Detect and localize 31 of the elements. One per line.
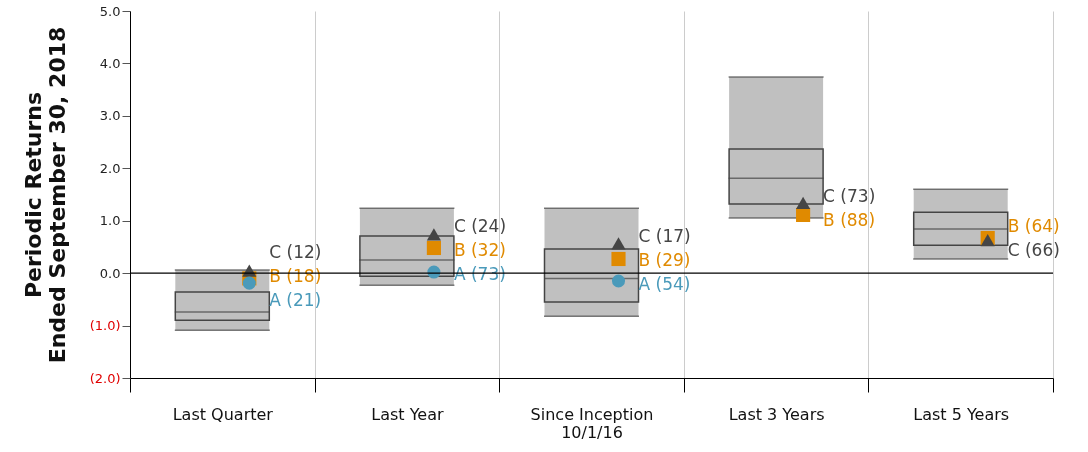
- x-tick-label: Last 5 Years: [913, 404, 1010, 424]
- annotation: B (88): [823, 209, 876, 230]
- point: [796, 207, 811, 223]
- y-tick-label: 5.0: [99, 3, 121, 19]
- y-tick-label: 0.0: [99, 265, 121, 281]
- annotation: B (32): [453, 240, 506, 261]
- point: [796, 196, 811, 210]
- y-axis-title: Periodic Returns Ended September 30, 2018: [20, 26, 70, 364]
- y-tick-label: (2.0): [89, 370, 121, 386]
- y-tick-label: 1.0: [99, 213, 121, 229]
- point: [426, 240, 441, 256]
- x-tick-label: Last 3 Years: [728, 404, 825, 424]
- annotation: B (64): [1007, 216, 1060, 237]
- annotation: C (66): [1007, 240, 1060, 261]
- point: [611, 274, 626, 288]
- x-tick-label: Last Quarter: [172, 404, 274, 424]
- point: [611, 251, 626, 267]
- x-tick-label: Since Inception 10/1/16: [530, 404, 654, 442]
- y-tick-label: (1.0): [89, 318, 121, 334]
- point: [242, 276, 256, 290]
- x-tick-label: Last Year: [371, 404, 444, 424]
- point: [426, 228, 441, 241]
- annotation: B (29): [638, 250, 691, 271]
- point: [611, 237, 626, 250]
- y-tick-label: 3.0: [99, 108, 121, 124]
- annotation: C (73): [823, 185, 876, 206]
- annotation: C (12): [269, 242, 322, 263]
- y-tick-label: 4.0: [99, 55, 121, 71]
- annotation: C (24): [453, 216, 507, 237]
- annotation: C (17): [638, 226, 691, 247]
- y-tick-label: 2.0: [99, 160, 121, 176]
